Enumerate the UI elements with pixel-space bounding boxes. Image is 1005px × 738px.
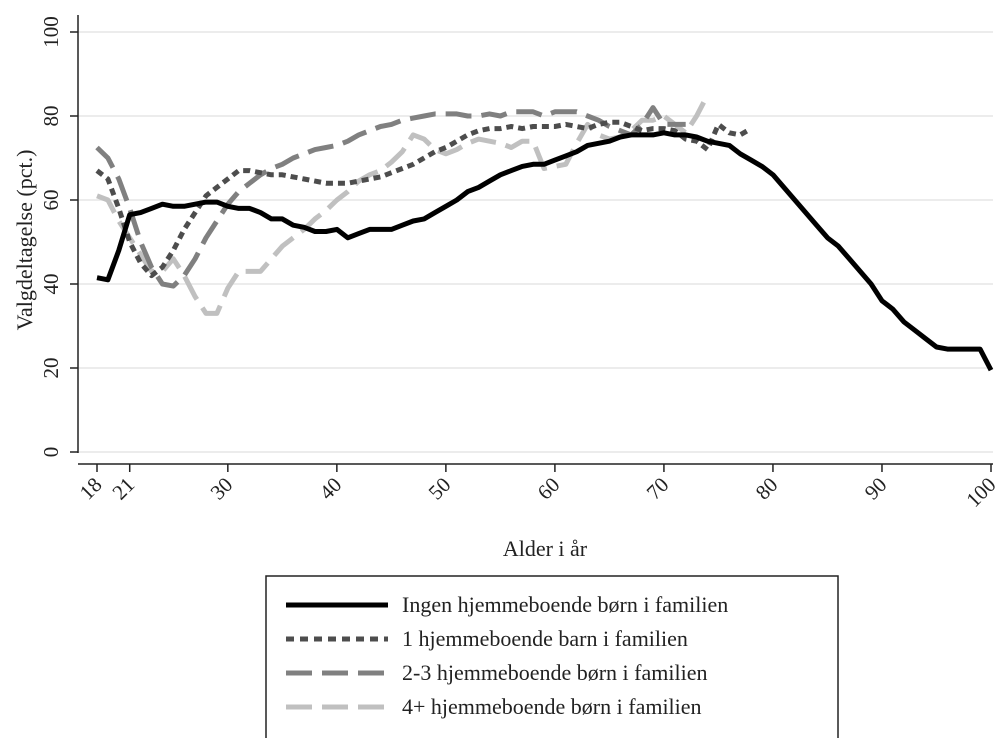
- x-tick-label: 40: [315, 473, 347, 505]
- series-lines: [95, 93, 994, 372]
- legend-label: 2-3 hjemmeboende børn i familien: [402, 660, 707, 685]
- x-tick-label: 90: [860, 473, 892, 505]
- x-tick-label: 60: [533, 473, 565, 505]
- x-tick-label: 70: [642, 473, 674, 505]
- y-tick-label: 40: [39, 274, 63, 295]
- x-axis-title: Alder i år: [503, 536, 588, 561]
- y-tick-label: 60: [39, 190, 63, 211]
- x-tick-label: 50: [424, 473, 456, 505]
- y-tick-label: 100: [39, 16, 63, 48]
- x-tick-label: 80: [751, 473, 783, 505]
- y-tick-label: 80: [39, 106, 63, 127]
- x-tick-label: 30: [206, 473, 238, 505]
- y-axis-title: Valgdeltagelse (pct.): [12, 150, 37, 331]
- x-axis-ticks: 18 21 30 40 50 60 70 80 90 100: [75, 464, 1001, 512]
- y-tick-label: 20: [39, 358, 63, 379]
- x-tick-label: 18: [75, 473, 107, 505]
- legend-label: Ingen hjemmeboende børn i familien: [402, 592, 728, 617]
- x-tick-label: 100: [961, 473, 1000, 512]
- legend-label: 1 hjemmeboende barn i familien: [402, 626, 688, 651]
- series-line: [96, 93, 710, 316]
- legend: Ingen hjemmeboende børn i familien 1 hjem…: [265, 575, 839, 738]
- series-line: [96, 130, 994, 372]
- gridlines: [78, 31, 993, 453]
- y-tick-label: 0: [39, 447, 63, 458]
- axes: [77, 15, 993, 465]
- series-line: [95, 105, 686, 289]
- series-line: [95, 119, 753, 279]
- legend-label: 4+ hjemmeboende børn i familien: [402, 694, 702, 719]
- x-tick-label: 21: [107, 473, 139, 505]
- y-axis-ticks: 0 20 40 60 80 100: [39, 16, 78, 457]
